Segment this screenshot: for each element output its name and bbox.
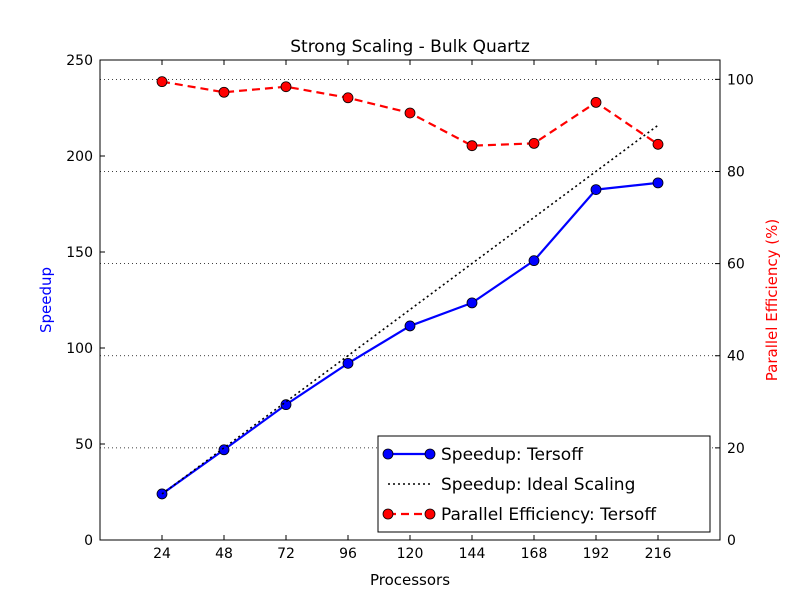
left-tick-label: 250	[66, 53, 93, 69]
series-1-point	[652, 177, 664, 189]
chart-title: Strong Scaling - Bulk Quartz	[290, 37, 530, 57]
x-axis-ticks: 24 48 72 96 120 144 168 192 216	[153, 60, 671, 562]
x-axis-label: Processors	[370, 571, 450, 589]
left-axis-ticks: 0 50 100 150 200 250	[66, 53, 105, 549]
series-1-point	[218, 444, 230, 456]
right-tick-label: 40	[727, 349, 745, 365]
x-tick-label: 192	[583, 546, 610, 562]
right-axis-label: Parallel Efficiency (%)	[763, 219, 781, 381]
series-3-point	[466, 140, 478, 152]
series-3-point	[590, 96, 602, 108]
x-tick-label: 48	[215, 546, 233, 562]
x-tick-label: 24	[153, 546, 171, 562]
x-tick-label: 96	[339, 546, 357, 562]
series-layer	[156, 76, 664, 500]
x-tick-label: 168	[521, 546, 548, 562]
right-tick-label: 80	[727, 164, 745, 180]
legend-label-2: Speedup: Ideal Scaling	[441, 475, 635, 495]
series-1-point	[404, 320, 416, 332]
x-tick-label: 72	[277, 546, 295, 562]
series-3-point	[342, 92, 354, 104]
right-tick-label: 100	[727, 72, 754, 88]
x-tick-label: 144	[459, 546, 486, 562]
series-3-point	[156, 76, 168, 88]
legend-marker	[424, 448, 436, 460]
series-3-point	[280, 81, 292, 93]
series-1-point	[466, 297, 478, 309]
legend: Speedup: Tersoff Speedup: Ideal Scaling Pa…	[377, 435, 711, 533]
legend-label-3: Parallel Efficiency: Tersoff	[441, 505, 657, 525]
legend-label-1: Speedup: Tersoff	[441, 445, 584, 465]
left-tick-label: 50	[75, 437, 93, 453]
left-tick-label: 100	[66, 341, 93, 357]
left-tick-label: 150	[66, 245, 93, 261]
series-1-point	[280, 399, 292, 411]
series-3-point	[528, 137, 540, 149]
legend-marker	[382, 508, 394, 520]
right-axis-ticks: 0 20 40 60 80 100	[715, 72, 754, 549]
grid-lines	[100, 78, 720, 449]
series-1-point	[590, 184, 602, 196]
series-3-point	[218, 86, 230, 98]
series-3-point	[404, 107, 416, 119]
left-tick-label: 0	[84, 533, 93, 549]
left-axis-label: Speedup	[37, 267, 55, 333]
x-tick-label: 120	[397, 546, 424, 562]
right-tick-label: 60	[727, 257, 745, 273]
right-tick-label: 0	[727, 533, 736, 549]
left-tick-label: 200	[66, 149, 93, 165]
legend-marker	[424, 508, 436, 520]
series-1-point	[528, 255, 540, 267]
series-3-point	[652, 138, 664, 150]
right-tick-label: 20	[727, 441, 745, 457]
legend-marker	[382, 448, 394, 460]
series-1-point	[342, 357, 354, 369]
x-tick-label: 216	[645, 546, 672, 562]
